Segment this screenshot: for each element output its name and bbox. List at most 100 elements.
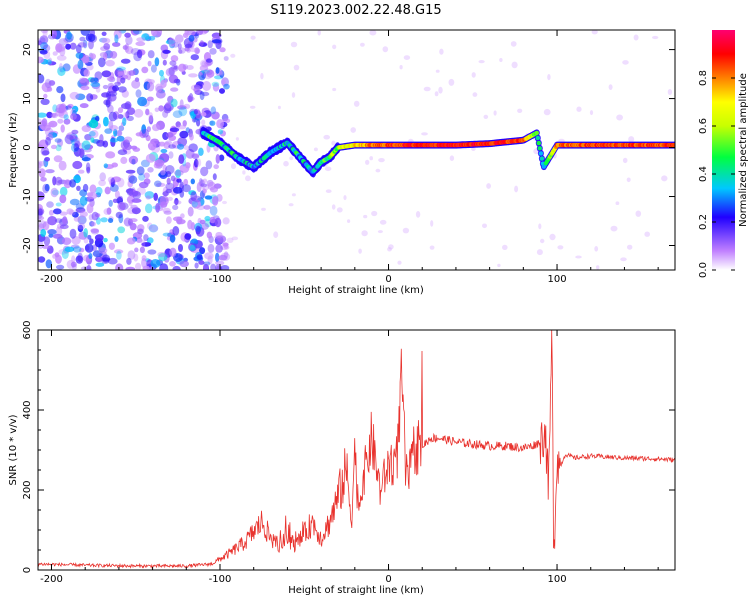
heatmap-noise-blob — [365, 159, 370, 165]
heatmap-noise-blob — [44, 127, 54, 137]
heatmap-noise-blob — [594, 246, 599, 252]
heatmap-noise-blob — [222, 217, 230, 225]
heatmap-noise-blob — [64, 32, 74, 43]
colorbar-tick-label: 0.4 — [698, 166, 709, 182]
heatmap-noise-blob — [77, 59, 84, 70]
heatmap-noise-blob — [48, 120, 58, 128]
heatmap-noise-blob — [93, 77, 99, 83]
heatmap-noise-blob — [177, 105, 187, 110]
heatmap-noise-blob — [170, 98, 178, 108]
heatmap-noise-blob — [628, 136, 635, 143]
heatmap-noise-blob — [273, 231, 279, 238]
heatmap-noise-blob — [203, 71, 213, 80]
heatmap-noise-blob — [178, 154, 185, 165]
heatmap-noise-blob — [147, 222, 153, 230]
heatmap-noise-blob — [210, 263, 216, 270]
heatmap-noise-blob — [72, 160, 83, 170]
heatmap-noise-blob — [104, 128, 113, 134]
heatmap-noise-blob — [40, 30, 49, 34]
heatmap-noise-blob — [57, 118, 64, 124]
heatmap-noise-blob — [313, 147, 318, 152]
heatmap-noise-blob — [361, 230, 368, 237]
heatmap-noise-blob — [117, 177, 125, 188]
heatmap-noise-blob — [65, 43, 71, 50]
heatmap-noise-blob — [211, 81, 220, 87]
heatmap-noise-blob — [116, 250, 122, 260]
heatmap-noise-blob — [215, 260, 225, 266]
heatmap-noise-blob — [177, 43, 182, 50]
heatmap-noise-blob — [622, 60, 629, 65]
heatmap-noise-blob — [147, 167, 154, 173]
heatmap-noise-blob — [205, 160, 213, 170]
heatmap-noise-blob — [184, 30, 189, 36]
heatmap-noise-blob — [168, 144, 177, 149]
heatmap-noise-blob — [47, 33, 57, 40]
heatmap-noise-blob — [497, 263, 501, 268]
heatmap-noise-blob — [46, 201, 54, 208]
heatmap-noise-blob — [38, 208, 43, 216]
heatmap-noise-blob — [145, 195, 151, 200]
heatmap-noise-blob — [403, 55, 411, 60]
heatmap-noise-blob — [202, 81, 212, 91]
heatmap-noise-blob — [135, 89, 142, 98]
heatmap-noise-blob — [103, 163, 109, 169]
heatmap-noise-blob — [332, 87, 337, 92]
heatmap-noise-blob — [478, 60, 485, 64]
heatmap-noise-blob — [166, 177, 171, 185]
heatmap-noise-blob — [112, 42, 121, 47]
heatmap-noise-blob — [103, 208, 111, 216]
heatmap-noise-blob — [86, 265, 92, 270]
heatmap-noise-blob — [245, 175, 251, 182]
heatmap-noise-blob — [69, 228, 77, 239]
heatmap-noise-blob — [57, 138, 63, 148]
heatmap-noise-blob — [540, 238, 545, 244]
heatmap-noise-blob — [201, 69, 211, 74]
heatmap-noise-blob — [45, 134, 54, 141]
heatmap-noise-blob — [175, 169, 182, 179]
heatmap-noise-blob — [38, 56, 44, 64]
heatmap-noise-blob — [291, 193, 296, 197]
heatmap-noise-blob — [415, 211, 421, 218]
heatmap-noise-blob — [260, 72, 264, 80]
heatmap-noise-blob — [147, 141, 157, 151]
heatmap-noise-blob — [209, 205, 218, 216]
heatmap-noise-blob — [203, 205, 211, 210]
heatmap-noise-blob — [110, 184, 119, 192]
heatmap-noise-blob — [198, 260, 205, 265]
heatmap-noise-blob — [75, 93, 86, 101]
heatmap-noise-blob — [644, 231, 650, 237]
heatmap-ridge-core — [535, 135, 540, 141]
heatmap-noise-blob — [102, 140, 109, 148]
heatmap-noise-blob — [154, 159, 165, 167]
heatmap-noise-blob — [160, 169, 166, 176]
heatmap-noise-blob — [148, 224, 159, 233]
heatmap-noise-blob — [117, 129, 123, 137]
heatmap-noise-blob — [42, 221, 50, 231]
heatmap-noise-blob — [514, 185, 519, 193]
heatmap-noise-blob — [620, 257, 627, 262]
heatmap-noise-blob — [131, 198, 142, 203]
heatmap-noise-blob — [323, 134, 331, 140]
heatmap-noise-blob — [183, 145, 190, 150]
heatmap-noise-blob — [86, 166, 91, 174]
heatmap-noise-blob — [231, 236, 239, 241]
heatmap-noise-blob — [150, 259, 161, 268]
heatmap-noise-blob — [448, 78, 455, 86]
heatmap-noise-blob — [117, 195, 123, 202]
heatmap-noise-blob — [43, 93, 48, 99]
heatmap-noise-blob — [79, 103, 89, 109]
heatmap-noise-blob — [145, 153, 156, 163]
heatmap-noise-blob — [250, 35, 256, 40]
heatmap-noise-blob — [54, 252, 60, 258]
heatmap-noise-blob — [332, 44, 337, 50]
heatmap-noise-blob — [132, 190, 141, 200]
heatmap-noise-blob — [44, 157, 50, 162]
heatmap-noise-blob — [145, 108, 150, 116]
heatmap-noise-blob — [136, 49, 143, 59]
heatmap-noise-blob — [94, 71, 103, 80]
heatmap-noise-blob — [136, 37, 146, 42]
heatmap-noise-blob — [608, 84, 613, 90]
heatmap-noise-blob — [105, 59, 115, 67]
heatmap-noise-blob — [62, 63, 71, 72]
